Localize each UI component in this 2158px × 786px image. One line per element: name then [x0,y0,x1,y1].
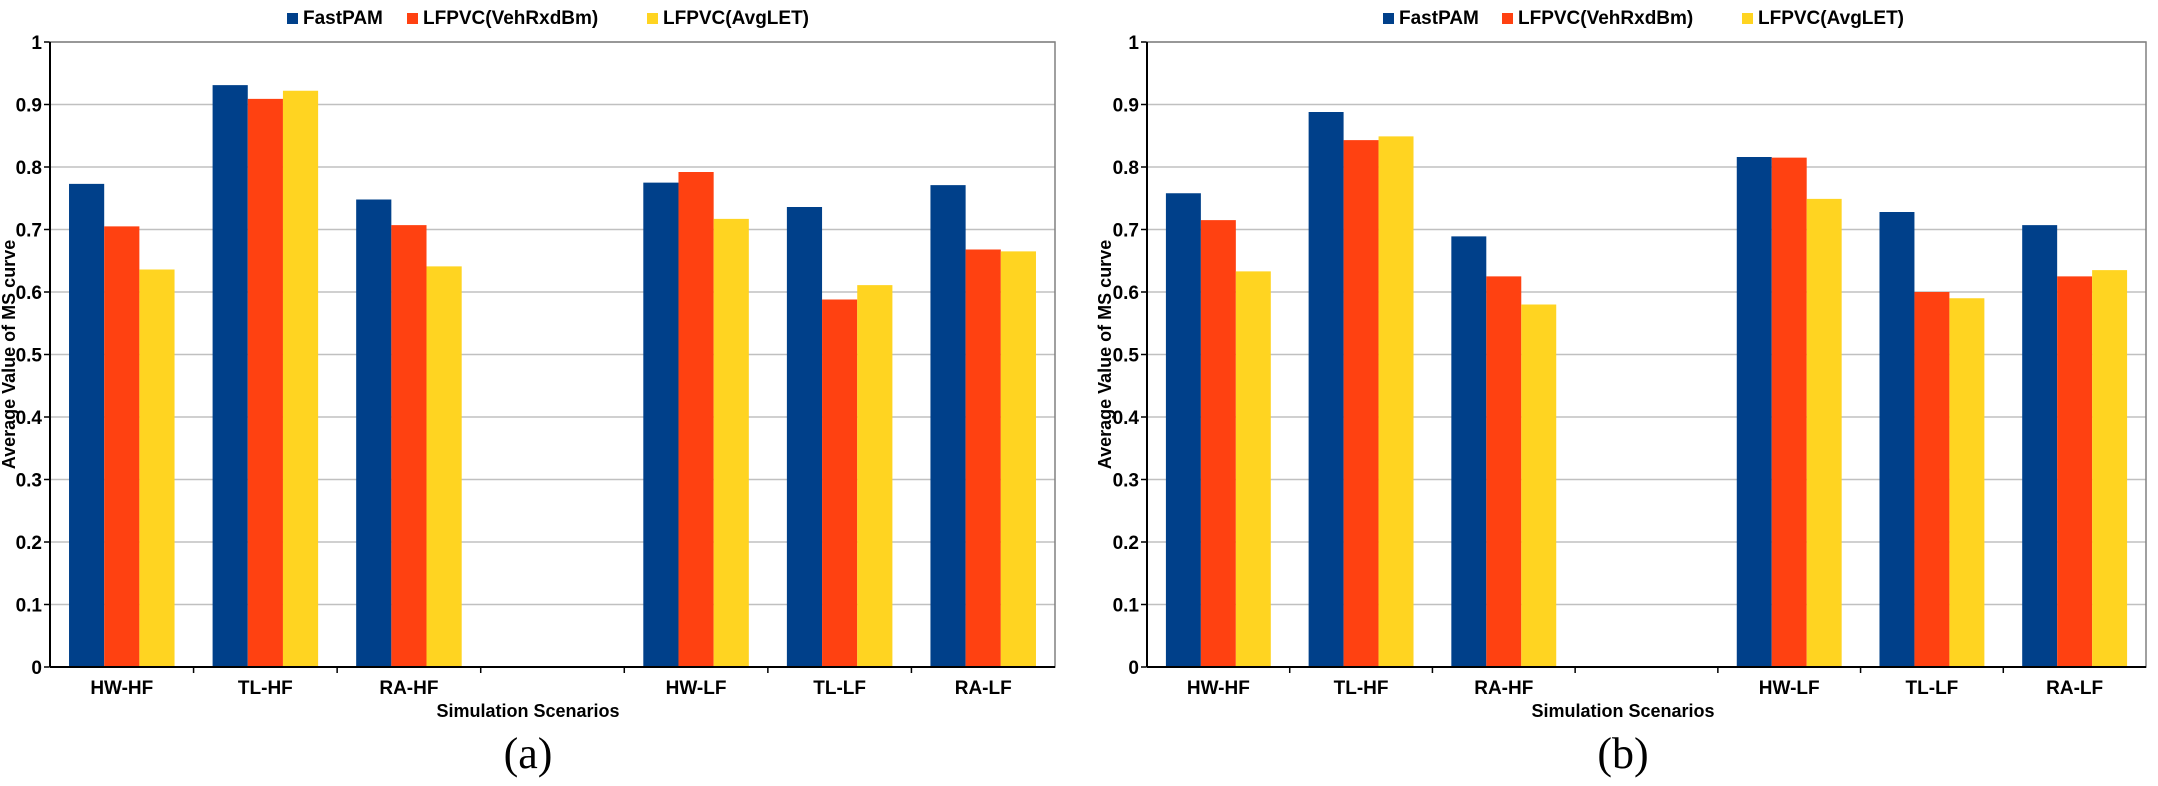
y-tick-label: 0.4 [16,408,43,429]
bar-fastpam [643,182,679,667]
bar-lfpvc-vehrxdbm- [1771,157,1807,667]
bar-lfpvc-avglet- [426,266,462,667]
y-tick-label: 0.3 [1113,471,1139,492]
bar-lfpvc-avglet- [282,90,319,667]
bar-lfpvc-vehrxdbm- [2057,276,2093,667]
legend-swatch [287,13,298,24]
y-tick-label: 0.5 [16,346,43,367]
bar-lfpvc-avglet- [1378,136,1414,667]
y-tick-label: 0.4 [1113,408,1140,429]
legend-swatch [407,13,418,24]
bar-lfpvc-avglet- [1000,251,1036,667]
x-category-label: RA-HF [1474,678,1533,699]
y-axis-title: Average Value of MS curve [1095,240,1115,469]
x-category-label: HW-LF [666,678,727,699]
bar-lfpvc-vehrxdbm- [678,172,714,667]
chart-panel-1: 0 0.1 0.2 0.3 0.4 0.5 0.6 0.7 0.8 0.9 1 HW-HF TL-HF R… [0,8,1056,778]
legend-label: LFPVC(VehRxdBm) [423,8,598,29]
bar-lfpvc-vehrxdbm- [965,249,1001,667]
bar-lfpvc-avglet- [713,218,749,667]
legend-swatch [1742,13,1753,24]
x-category-label: RA-HF [379,678,438,699]
y-tick-label: 0.5 [1113,346,1140,367]
y-tick-label: 0.7 [16,221,42,242]
panel-label: (b) [1597,729,1648,778]
legend-label: FastPAM [303,8,383,29]
legend-label: LFPVC(AvgLET) [663,8,809,29]
bar-lfpvc-vehrxdbm- [1914,292,1950,667]
x-category-label: HW-LF [1759,678,1820,699]
x-category-label: HW-HF [1187,678,1250,699]
bar-lfpvc-vehrxdbm- [247,98,283,667]
y-tick-label: 0.1 [1113,596,1140,617]
bar-lfpvc-avglet- [1949,298,1985,667]
panel-label: (a) [504,729,553,778]
legend-label: LFPVC(AvgLET) [1758,8,1904,29]
bar-lfpvc-vehrxdbm- [822,299,858,667]
x-category-label: TL-HF [1334,678,1389,699]
bar-lfpvc-avglet- [139,269,175,667]
x-category-label: HW-HF [90,678,153,699]
y-tick-label: 0.8 [1113,158,1139,179]
bar-lfpvc-vehrxdbm- [1343,140,1379,667]
bar-fastpam [1451,236,1487,667]
x-category-label: RA-LF [955,678,1012,699]
bar-fastpam [356,199,392,667]
x-axis-title: Simulation Scenarios [1531,701,1714,721]
bar-fastpam [1879,212,1915,667]
chart-panel-2: 0 0.1 0.2 0.3 0.4 0.5 0.6 0.7 0.8 0.9 1 HW-HF TL-HF R… [1095,8,2147,778]
y-tick-label: 0.8 [16,158,42,179]
y-tick-label: 0.9 [16,96,42,117]
bar-lfpvc-avglet- [1806,198,1842,667]
y-tick-label: 0.9 [1113,96,1139,117]
bar-fastpam [930,185,966,667]
bar-fastpam [69,183,105,667]
x-category-label: TL-LF [813,678,866,699]
bar-fastpam [786,207,823,667]
bar-fastpam [2022,225,2058,667]
bar-lfpvc-avglet- [1521,304,1557,667]
y-tick-label: 0.3 [16,471,42,492]
legend-label: FastPAM [1399,8,1479,29]
y-tick-label: 0.6 [16,283,42,304]
bar-lfpvc-vehrxdbm- [391,225,427,667]
bar-lfpvc-avglet- [857,285,893,667]
bar-lfpvc-vehrxdbm- [1200,220,1236,667]
y-tick-label: 0.7 [1113,221,1139,242]
y-tick-label: 0.2 [1113,533,1139,554]
legend-label: LFPVC(VehRxdBm) [1518,8,1693,29]
bar-fastpam [1308,112,1344,667]
y-tick-label: 0.1 [16,596,43,617]
x-category-label: TL-HF [238,678,293,699]
x-category-label: RA-LF [2046,678,2103,699]
bar-fastpam [1736,157,1772,667]
y-axis-title: Average Value of MS curve [0,240,19,469]
bar-lfpvc-vehrxdbm- [104,226,140,667]
y-tick-label: 0.2 [16,533,42,554]
y-tick-label: 0 [31,658,42,679]
bar-lfpvc-vehrxdbm- [1486,276,1522,667]
y-tick-label: 1 [31,33,42,54]
legend-swatch [1383,13,1394,24]
bar-fastpam [1165,193,1201,667]
x-axis-title: Simulation Scenarios [436,701,619,721]
x-category-label: TL-LF [1906,678,1959,699]
legend-swatch [647,13,658,24]
y-tick-label: 1 [1128,33,1139,54]
legend-swatch [1502,13,1513,24]
y-tick-label: 0.6 [1113,283,1139,304]
bar-fastpam [212,85,248,667]
bar-lfpvc-avglet- [2092,270,2128,667]
y-tick-label: 0 [1128,658,1139,679]
bar-lfpvc-avglet- [1235,271,1271,667]
